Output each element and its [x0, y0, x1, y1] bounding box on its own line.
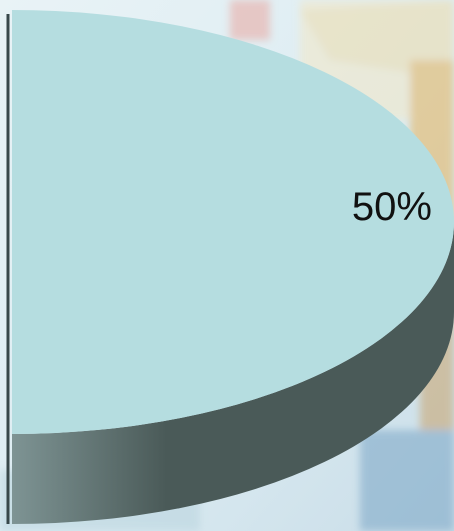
pie-slice-top	[12, 10, 454, 434]
pie-slice-side	[12, 222, 454, 524]
pie-slice-label: 50%	[352, 185, 432, 229]
